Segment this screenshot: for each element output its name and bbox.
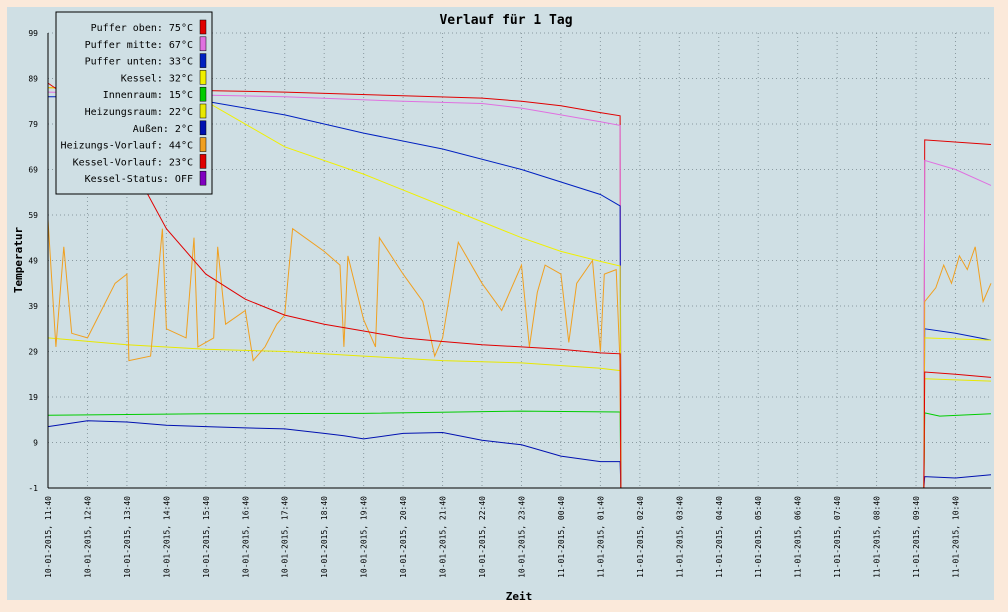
legend-swatch (199, 70, 207, 85)
legend-swatch (199, 53, 207, 68)
series-line-1 (47, 91, 992, 489)
legend-label: Heizungs-Vorlauf: 44°C (61, 141, 193, 152)
legend-swatch (199, 103, 207, 119)
x-tick-label: 11-01-2015, 04:40 (715, 496, 724, 578)
legend-swatch (199, 36, 207, 52)
x-tick-label: 11-01-2015, 08:40 (873, 496, 882, 578)
axes (47, 33, 991, 489)
chart-title: Verlauf für 1 Tag (439, 13, 572, 28)
legend-swatch (199, 19, 207, 35)
x-axis-label: Zeit (506, 590, 533, 603)
y-tick-label: 99 (28, 29, 38, 38)
x-tick-label: 10-01-2015, 19:40 (360, 496, 369, 578)
legend-swatch (199, 170, 207, 186)
legend-label: Außen: 2°C (133, 124, 193, 135)
x-tick-label: 10-01-2015, 13:40 (123, 496, 132, 578)
legend-label: Puffer unten: 33°C (85, 57, 193, 68)
legend-swatch (199, 86, 207, 102)
x-tick-label: 11-01-2015, 03:40 (675, 496, 684, 578)
x-tick-label: 10-01-2015, 23:40 (517, 496, 526, 578)
x-tick-label: 10-01-2015, 22:40 (478, 496, 487, 578)
x-tick-label: 10-01-2015, 12:40 (83, 496, 92, 578)
y-tick-label: 89 (28, 75, 38, 84)
x-tick-label: 11-01-2015, 02:40 (636, 496, 645, 578)
legend-label: Innenraum: 15°C (103, 90, 193, 101)
x-tick-label: 11-01-2015, 07:40 (833, 496, 842, 578)
y-tick-label: 79 (28, 120, 38, 129)
y-tick-labels: -1 9 19 29 39 49 59 69 79 89 99 (28, 29, 38, 493)
x-tick-label: 10-01-2015, 18:40 (320, 496, 329, 578)
y-tick-label: 59 (28, 211, 38, 220)
y-tick-label: 69 (28, 166, 38, 175)
legend-label: Kessel: 32°C (121, 73, 193, 84)
legend-box (55, 11, 213, 195)
legend-swatch (199, 120, 207, 136)
legend-label: Kessel-Vorlauf: 23°C (73, 157, 193, 168)
legend-swatch (199, 137, 207, 152)
x-tick-label: 10-01-2015, 17:40 (281, 496, 290, 578)
y-tick-label: 29 (28, 348, 38, 357)
legend: Puffer oben: 75°C Puffer mitte: 67°C Puffe… (55, 11, 213, 195)
legend-label: Puffer mitte: 67°C (85, 40, 193, 51)
y-tick-label: 19 (28, 393, 38, 402)
x-tick-label: 11-01-2015, 09:40 (912, 496, 921, 578)
x-tick-label: 11-01-2015, 00:40 (557, 496, 566, 578)
y-axis-label: Temperatur (12, 227, 25, 294)
x-tick-label: 10-01-2015, 14:40 (162, 496, 171, 578)
x-tick-label: 11-01-2015, 06:40 (794, 496, 803, 578)
y-tick-label: 9 (33, 439, 38, 448)
y-tick-label: 49 (28, 257, 38, 266)
x-tick-labels: 10-01-2015, 11:40 10-01-2015, 12:40 10-01-… (44, 496, 960, 578)
x-tick-label: 11-01-2015, 10:40 (951, 496, 960, 578)
x-tick-label: 10-01-2015, 21:40 (439, 496, 448, 578)
x-tick-label: 10-01-2015, 11:40 (44, 496, 53, 578)
legend-label: Kessel-Status: OFF (85, 174, 193, 185)
legend-label: Heizungsraum: 22°C (85, 107, 193, 118)
x-tick-label: 11-01-2015, 05:40 (754, 496, 763, 578)
x-tick-label: 10-01-2015, 16:40 (241, 496, 250, 578)
x-tick-label: 11-01-2015, 01:40 (596, 496, 605, 578)
y-tick-label: 39 (28, 302, 38, 311)
x-tick-label: 10-01-2015, 20:40 (399, 496, 408, 578)
legend-swatch (199, 154, 207, 169)
legend-label: Puffer oben: 75°C (91, 23, 193, 34)
x-tick-label: 10-01-2015, 15:40 (202, 496, 211, 578)
y-tick-label: -1 (28, 484, 38, 493)
